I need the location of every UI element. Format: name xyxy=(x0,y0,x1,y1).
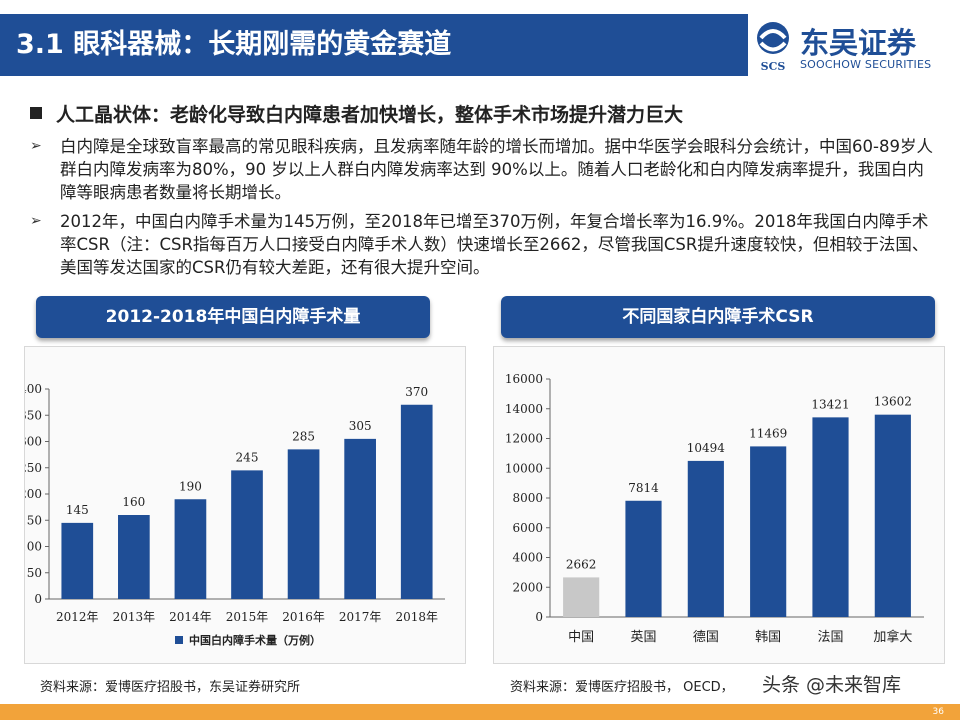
data-label: 2662 xyxy=(566,557,597,571)
arrow-bullet-icon: ➢ xyxy=(30,138,42,154)
y-tick-label: 0 xyxy=(34,592,42,606)
y-tick-label: 0 xyxy=(535,610,543,624)
data-label: 370 xyxy=(405,385,428,399)
y-tick-label: 4000 xyxy=(512,551,543,565)
bullet-paragraph: ➢ 白内障是全球致盲率最高的常见眼科疾病，且发病率随年龄的增长而增加。据中华医学… xyxy=(30,135,940,204)
x-tick-label: 中国 xyxy=(568,630,594,645)
data-label: 13421 xyxy=(811,397,849,411)
title-bar xyxy=(0,14,748,76)
data-label: 145 xyxy=(66,503,89,517)
section-heading: 人工晶状体：老龄化导致白内障患者加快增长，整体手术市场提升潜力巨大 xyxy=(30,100,683,127)
y-tick-label: 16000 xyxy=(505,372,543,386)
arrow-bullet-icon: ➢ xyxy=(30,213,42,229)
y-tick-label: 250 xyxy=(25,461,42,475)
y-tick-label: 150 xyxy=(25,513,42,527)
y-tick-label: 10000 xyxy=(505,461,543,475)
data-label: 7814 xyxy=(628,481,659,495)
y-tick-label: 100 xyxy=(25,540,42,554)
logo-mark-icon: SCS xyxy=(757,22,789,73)
bar xyxy=(118,515,150,599)
x-tick-label: 法国 xyxy=(817,630,843,645)
right-chart-title: 不同国家白内障手术CSR xyxy=(501,296,935,338)
y-tick-label: 2000 xyxy=(512,580,543,594)
logo-english-name: SOOCHOW SECURITIES xyxy=(800,58,932,71)
y-tick-label: 400 xyxy=(25,382,42,396)
x-tick-label: 2014年 xyxy=(169,610,212,624)
slide-title: 3.1 眼科器械：长期刚需的黄金赛道 xyxy=(16,29,452,60)
data-label: 190 xyxy=(179,479,202,493)
y-tick-label: 6000 xyxy=(512,521,543,535)
bar xyxy=(625,500,662,617)
y-tick-label: 14000 xyxy=(505,402,543,416)
bar xyxy=(750,446,787,617)
x-tick-label: 2012年 xyxy=(56,610,99,624)
logo-mark-text: SCS xyxy=(761,60,786,73)
x-tick-label: 2018年 xyxy=(395,610,438,624)
data-label: 305 xyxy=(349,419,372,433)
watermark: 头条 @未来智库 xyxy=(762,674,902,696)
bar xyxy=(231,470,263,599)
y-tick-label: 200 xyxy=(25,487,42,501)
x-tick-label: 2013年 xyxy=(113,610,156,624)
page-number: 36 xyxy=(932,707,944,717)
y-tick-label: 350 xyxy=(25,408,42,422)
x-tick-label: 韩国 xyxy=(755,630,781,645)
section-heading-text: 人工晶状体：老龄化导致白内障患者加快增长，整体手术市场提升潜力巨大 xyxy=(56,104,684,126)
left-source-note: 资料来源：爱博医疗招股书，东吴证券研究所 xyxy=(40,680,301,695)
bullet-paragraph: ➢ 2012年，中国白内障手术量为145万例，至2018年已增至370万例，年复… xyxy=(30,210,940,279)
surgery-volume-chart: 0 50 100 150 200 250 300 350 400 145 2012年 160 2013年… xyxy=(19,382,445,647)
bar xyxy=(812,417,849,617)
y-tick-label: 50 xyxy=(27,566,42,580)
left-chart-panel: 0 50 100 150 200 250 300 350 400 145 2012年 160 2013年… xyxy=(19,346,466,664)
data-label: 160 xyxy=(122,495,145,509)
bar xyxy=(874,414,911,617)
bar xyxy=(563,577,600,617)
x-tick-label: 2015年 xyxy=(226,610,269,624)
y-tick-label: 300 xyxy=(25,435,42,449)
bar xyxy=(344,438,376,599)
legend-swatch xyxy=(175,636,183,644)
bar xyxy=(687,460,724,617)
right-source-note: 资料来源：爱博医疗招股书， OECD， xyxy=(510,680,734,695)
legend-label: 中国白内障手术量（万例） xyxy=(189,633,321,647)
logo-chinese-name: 东吴证券 xyxy=(800,26,917,60)
bullet-text: 2012年，中国白内障手术量为145万例，至2018年已增至370万例，年复合增… xyxy=(60,212,929,277)
x-tick-label: 2016年 xyxy=(282,610,325,624)
square-bullet-icon xyxy=(30,107,42,119)
y-tick-label: 12000 xyxy=(505,432,543,446)
x-tick-label: 2017年 xyxy=(339,610,382,624)
data-label: 245 xyxy=(236,450,259,464)
data-label: 11469 xyxy=(749,426,787,440)
x-tick-label: 加拿大 xyxy=(873,629,912,645)
bar xyxy=(174,499,207,599)
bar xyxy=(61,522,94,599)
bar xyxy=(287,449,320,599)
footer-bar xyxy=(0,704,960,720)
company-logo: SCS 东吴证券 SOOCHOW SECURITIES xyxy=(752,18,952,78)
data-label: 10494 xyxy=(687,441,726,455)
data-label: 285 xyxy=(292,429,315,443)
right-chart-panel: 0 2000 4000 6000 8000 10000 12000 14000 16000 266… xyxy=(493,346,945,664)
y-tick-label: 8000 xyxy=(512,491,543,505)
left-chart-title: 2012-2018年中国白内障手术量 xyxy=(36,296,430,338)
bullet-text: 白内障是全球致盲率最高的常见眼科疾病，且发病率随年龄的增长而增加。据中华医学会眼… xyxy=(60,137,933,202)
csr-comparison-chart: 0 2000 4000 6000 8000 10000 12000 14000 16000 266… xyxy=(505,372,924,645)
data-label: 13602 xyxy=(874,395,912,409)
x-tick-label: 德国 xyxy=(693,630,719,645)
bar xyxy=(400,404,433,599)
x-tick-label: 英国 xyxy=(630,630,656,645)
